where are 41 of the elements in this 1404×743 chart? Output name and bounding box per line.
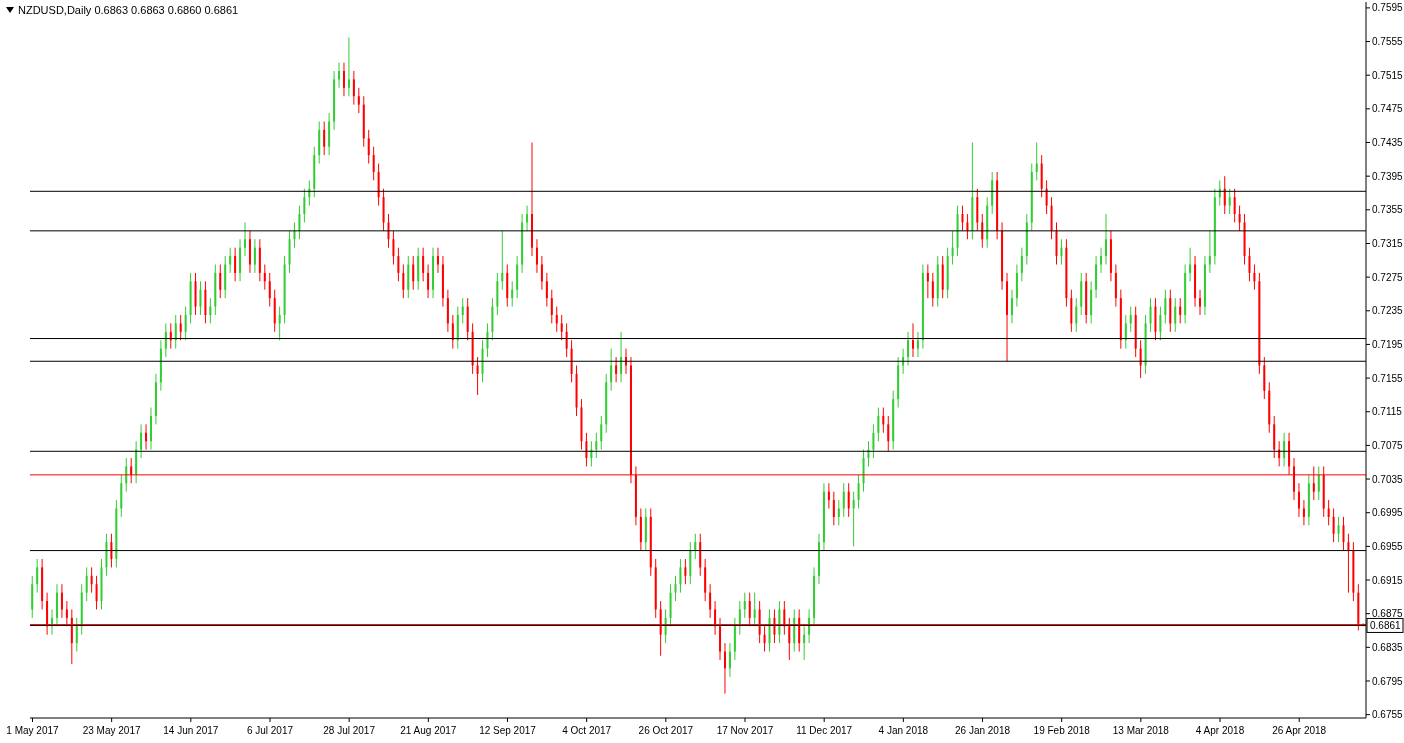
- y-tick-label: 0.6955: [1372, 540, 1404, 552]
- x-tick-label: 23 May 2017: [82, 725, 141, 736]
- y-tick-label: 0.6995: [1372, 507, 1404, 519]
- x-tick-label: 4 Jan 2018: [878, 725, 929, 736]
- x-tick-label: 26 Oct 2017: [638, 725, 694, 736]
- y-tick-label: 0.7115: [1372, 406, 1403, 418]
- x-tick-label: 1 May 2017: [6, 725, 60, 736]
- x-tick-label: 14 Jun 2017: [163, 725, 219, 736]
- x-tick-label: 6 Jul 2017: [246, 725, 294, 736]
- x-tick-label: 28 Jul 2017: [323, 725, 376, 736]
- y-tick-label: 0.7515: [1372, 69, 1404, 81]
- y-tick-label: 0.7595: [1372, 2, 1404, 14]
- y-tick-label: 0.7395: [1372, 170, 1404, 182]
- y-tick-label: 0.7035: [1372, 473, 1404, 485]
- y-tick-label: 0.7475: [1372, 103, 1404, 115]
- y-tick-label: 0.6875: [1372, 608, 1404, 620]
- y-tick-label: 0.7555: [1372, 36, 1404, 48]
- x-tick-label: 17 Nov 2017: [716, 725, 774, 736]
- chart-title: NZDUSD,Daily 0.6863 0.6863 0.6860 0.6861: [18, 4, 239, 16]
- x-tick-label: 12 Sep 2017: [479, 725, 537, 736]
- y-tick-label: 0.7075: [1372, 439, 1404, 451]
- y-tick-label: 0.7435: [1372, 137, 1404, 149]
- x-tick-label: 11 Dec 2017: [796, 725, 853, 736]
- x-tick-label: 4 Apr 2018: [1195, 725, 1245, 736]
- x-tick-label: 13 Mar 2018: [1112, 725, 1170, 736]
- y-tick-label: 0.7195: [1372, 338, 1404, 350]
- x-tick-label: 26 Jan 2018: [954, 725, 1011, 736]
- y-tick-label: 0.7235: [1372, 305, 1404, 317]
- x-tick-label: 19 Feb 2018: [1033, 725, 1091, 736]
- y-tick-label: 0.7155: [1372, 372, 1404, 384]
- y-tick-label: 0.7355: [1372, 204, 1404, 216]
- y-tick-label: 0.6835: [1372, 641, 1404, 653]
- y-tick-label: 0.7315: [1372, 238, 1404, 250]
- y-tick-label: 0.6795: [1372, 675, 1404, 687]
- y-tick-label: 0.6755: [1372, 709, 1404, 721]
- x-tick-label: 4 Oct 2017: [562, 725, 612, 736]
- x-tick-label: 21 Aug 2017: [400, 725, 457, 736]
- ref-line-label: 0.6861: [1370, 620, 1402, 632]
- x-tick-label: 26 Apr 2018: [1272, 725, 1327, 736]
- y-tick-label: 0.6915: [1372, 574, 1404, 586]
- y-tick-label: 0.7275: [1372, 271, 1404, 283]
